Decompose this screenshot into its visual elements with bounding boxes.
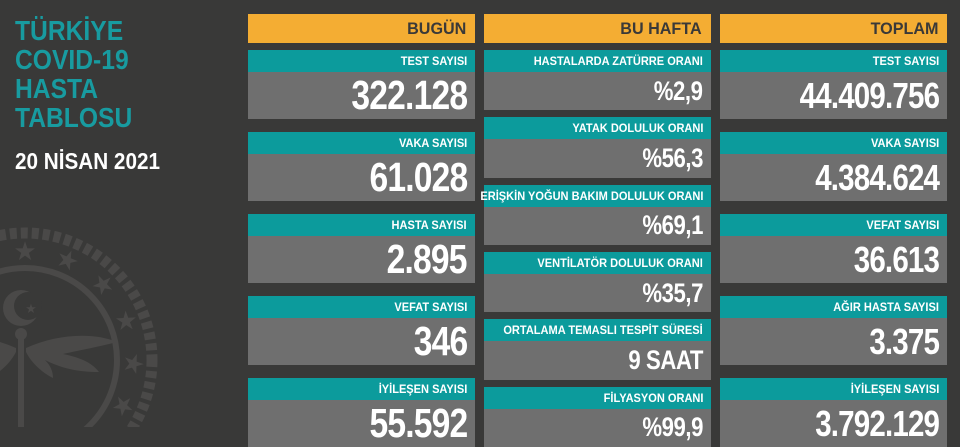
stat-tile: TEST SAYISI 322.128 — [248, 50, 475, 119]
stat-value: %56,3 — [484, 139, 711, 178]
stat-tile: AĞIR HASTA SAYISI 3.375 — [720, 296, 947, 365]
column-today: BUGÜN TEST SAYISI 322.128 VAKA SAYISI 61… — [248, 14, 475, 447]
stat-label: AĞIR HASTA SAYISI — [720, 296, 947, 318]
stat-value: 2.895 — [248, 236, 475, 283]
stats-board: BUGÜN TEST SAYISI 322.128 VAKA SAYISI 61… — [248, 14, 947, 447]
stat-label: HASTALARDA ZATÜRRE ORANI — [484, 50, 711, 72]
ministry-of-health-logo-icon: ★ ★ ★ ★ ★ ★ ★ ★ ★ — [0, 227, 158, 427]
stat-tile: İYİLEŞEN SAYISI 3.792.129 — [720, 378, 947, 447]
stat-value: %2,9 — [484, 72, 711, 111]
stat-label: ORTALAMA TEMASLI TESPİT SÜRESİ — [484, 319, 711, 342]
column-header-label: BU HAFTA — [620, 18, 702, 38]
stat-value: 44.409.756 — [720, 72, 947, 119]
stat-tile: İYİLEŞEN SAYISI 55.592 — [248, 378, 475, 447]
page-title: TÜRKİYE COVID-19 HASTA TABLOSU — [15, 16, 132, 132]
svg-text:★: ★ — [118, 352, 149, 376]
stat-tile: VAKA SAYISI 4.384.624 — [720, 132, 947, 201]
stat-tile: VENTİLATÖR DOLULUK ORANI %35,7 — [484, 251, 711, 313]
stat-label: TEST SAYISI — [720, 50, 947, 72]
column-total: TOPLAM TEST SAYISI 44.409.756 VAKA SAYIS… — [720, 14, 947, 447]
svg-text:★: ★ — [13, 237, 36, 267]
stat-value: 55.592 — [248, 400, 475, 447]
column-header-label: TOPLAM — [870, 18, 938, 38]
stat-tile: VEFAT SAYISI 346 — [248, 296, 475, 365]
stat-label: İYİLEŞEN SAYISI — [248, 378, 475, 400]
page-title-line: TÜRKİYE — [15, 15, 124, 46]
total-tiles: TEST SAYISI 44.409.756 VAKA SAYISI 4.384… — [720, 50, 947, 447]
column-header-today: BUGÜN — [248, 14, 475, 43]
page-title-line: TABLOSU — [15, 102, 133, 133]
stat-value: 9 SAAT — [484, 341, 711, 380]
today-tiles: TEST SAYISI 322.128 VAKA SAYISI 61.028 H… — [248, 50, 475, 447]
stat-value: 4.384.624 — [720, 154, 947, 201]
sidebar: TÜRKİYE COVID-19 HASTA TABLOSU 20 NİSAN … — [0, 0, 248, 427]
stat-label: ERİŞKİN YOĞUN BAKIM DOLULUK ORANI — [480, 184, 711, 207]
report-date: 20 NİSAN 2021 — [15, 148, 160, 174]
stat-tile: FİLYASYON ORANI %99,9 — [484, 386, 711, 447]
stat-value: 61.028 — [248, 154, 475, 201]
stat-value: 346 — [248, 318, 475, 365]
column-header-total: TOPLAM — [720, 14, 947, 43]
stat-label: YATAK DOLULUK ORANI — [484, 117, 711, 140]
stat-label: VEFAT SAYISI — [248, 296, 475, 318]
stat-value: 322.128 — [248, 72, 475, 119]
stat-tile: HASTALARDA ZATÜRRE ORANI %2,9 — [484, 50, 711, 111]
stat-label: İYİLEŞEN SAYISI — [720, 378, 947, 400]
column-this-week: BU HAFTA HASTALARDA ZATÜRRE ORANI %2,9 Y… — [480, 14, 711, 447]
stat-label: VAKA SAYISI — [248, 132, 475, 154]
page-title-line: HASTA — [15, 73, 99, 104]
stat-tile: ERİŞKİN YOĞUN BAKIM DOLULUK ORANI %69,1 — [480, 184, 711, 245]
svg-text:★: ★ — [25, 302, 37, 317]
stat-value: 36.613 — [720, 236, 947, 283]
stat-label: VENTİLATÖR DOLULUK ORANI — [484, 251, 711, 274]
stat-label: TEST SAYISI — [248, 50, 475, 72]
stat-tile: VAKA SAYISI 61.028 — [248, 132, 475, 201]
stat-value: %35,7 — [484, 273, 711, 313]
stat-label: FİLYASYON ORANI — [484, 386, 711, 409]
stat-value: %69,1 — [484, 206, 711, 245]
stat-tile: HASTA SAYISI 2.895 — [248, 214, 475, 283]
stat-value: 3.792.129 — [720, 400, 947, 447]
stat-label: VEFAT SAYISI — [720, 214, 947, 236]
stat-label: VAKA SAYISI — [720, 132, 947, 154]
column-header-this-week: BU HAFTA — [484, 14, 711, 43]
stat-value: %99,9 — [484, 408, 711, 447]
stat-tile: VEFAT SAYISI 36.613 — [720, 214, 947, 283]
this-week-tiles: HASTALARDA ZATÜRRE ORANI %2,9 YATAK DOLU… — [480, 50, 711, 447]
svg-text:★: ★ — [79, 421, 116, 427]
page-title-line: COVID-19 — [15, 44, 129, 75]
stat-label: HASTA SAYISI — [248, 214, 475, 236]
stat-value: 3.375 — [720, 318, 947, 365]
stat-tile: ORTALAMA TEMASLI TESPİT SÜRESİ 9 SAAT — [484, 319, 711, 380]
stat-tile: YATAK DOLULUK ORANI %56,3 — [484, 117, 711, 178]
column-header-label: BUGÜN — [406, 18, 466, 38]
stat-tile: TEST SAYISI 44.409.756 — [720, 50, 947, 119]
